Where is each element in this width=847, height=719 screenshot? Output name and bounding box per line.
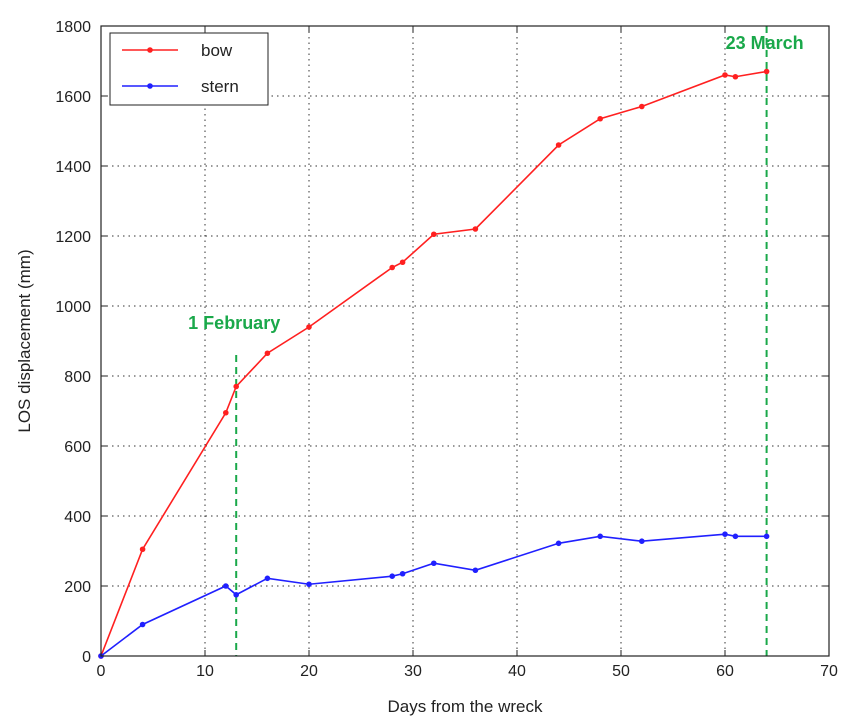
y-tick-label: 600 <box>64 439 91 456</box>
x-tick-label: 30 <box>404 663 422 680</box>
grid <box>101 26 829 656</box>
annotation-1-february: 1 February <box>188 313 280 333</box>
bow-data-point <box>223 409 229 416</box>
y-tick-label: 1000 <box>55 299 91 316</box>
bow-data-point <box>639 103 645 110</box>
bow-data-point <box>722 72 728 78</box>
stern-series-line <box>100 533 767 657</box>
stern-data-point <box>763 533 770 540</box>
x-tick-label: 70 <box>820 663 838 680</box>
annotation-lines <box>235 26 768 656</box>
legend-marker-stern <box>147 83 153 89</box>
bow-data-point <box>431 231 437 238</box>
legend-label-stern: stern <box>201 77 239 96</box>
stern-data-point <box>264 575 271 582</box>
stern-data-point <box>431 560 437 567</box>
stern-data-point <box>472 567 479 574</box>
bow-data-point <box>264 350 271 357</box>
y-tick-label: 400 <box>64 509 91 526</box>
stern-data-point <box>233 591 239 598</box>
y-axis-label: LOS displacement (mm) <box>15 249 34 432</box>
bow-data-point <box>555 142 562 148</box>
x-tick-label: 50 <box>612 663 630 680</box>
stern-data-point <box>306 581 312 588</box>
x-tick-label: 0 <box>97 663 106 680</box>
bow-data-point <box>389 264 396 271</box>
stern-data-point <box>223 583 229 589</box>
legend-label-bow: bow <box>201 41 233 60</box>
y-tick-label: 800 <box>64 369 91 386</box>
stern-data-point <box>399 570 406 577</box>
x-tick-label: 10 <box>196 663 214 680</box>
series-layer <box>98 68 770 659</box>
bow-data-point <box>306 324 312 330</box>
bow-data-point <box>399 259 406 266</box>
bow-data-point <box>597 115 603 122</box>
ticks: 0 10 20 30 40 50 60 70 0 200 400 600 800 1000 1200 1400… <box>55 19 838 680</box>
y-tick-label: 1200 <box>55 229 91 246</box>
y-tick-label: 0 <box>82 649 91 666</box>
annotation-23-march: 23 March <box>726 33 804 53</box>
stern-data-point <box>139 621 146 628</box>
x-tick-label: 40 <box>508 663 526 680</box>
legend: bow stern <box>109 32 269 106</box>
bow-data-point <box>732 73 739 80</box>
stern-data-point <box>722 531 728 537</box>
bow-series-line <box>100 70 767 657</box>
plot-frame <box>100 25 830 657</box>
legend-marker-bow <box>147 47 153 53</box>
x-tick-label: 60 <box>716 663 734 680</box>
bow-data-point <box>472 226 479 232</box>
x-tick-label: 20 <box>300 663 318 680</box>
y-tick-label: 200 <box>64 579 91 596</box>
stern-data-point <box>555 540 562 547</box>
y-tick-label: 1800 <box>55 19 91 36</box>
bow-data-point <box>233 383 239 390</box>
stern-data-point <box>639 538 645 544</box>
stern-data-point <box>597 533 603 540</box>
y-tick-label: 1400 <box>55 159 91 176</box>
bow-data-point <box>763 68 770 75</box>
stern-data-point <box>732 533 739 540</box>
stern-data-point <box>389 573 396 579</box>
y-tick-label: 1600 <box>55 89 91 106</box>
x-axis-label: Days from the wreck <box>388 697 543 716</box>
legend-box <box>109 32 269 106</box>
bow-data-point <box>139 546 146 553</box>
